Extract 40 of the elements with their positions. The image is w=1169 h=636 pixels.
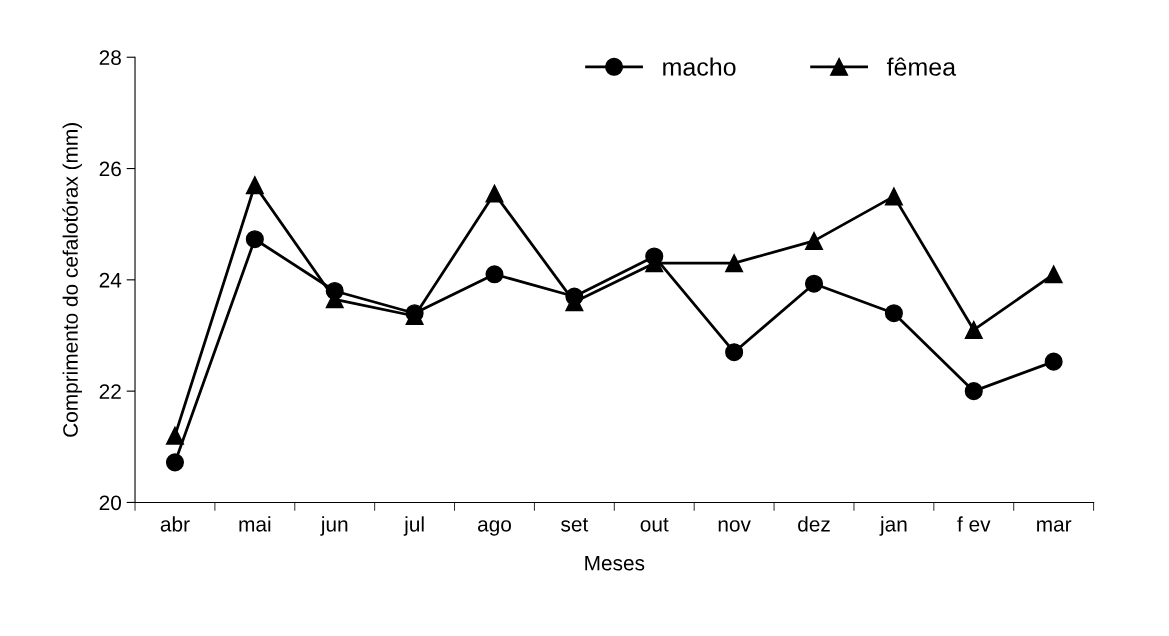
x-tick-label: jul bbox=[403, 516, 424, 536]
y-tick-label: 26 bbox=[99, 161, 121, 177]
point bbox=[565, 287, 584, 306]
point bbox=[165, 453, 184, 472]
legend-label: macho bbox=[663, 57, 736, 76]
point bbox=[645, 247, 664, 266]
y-axis-title: Comprimento do cefalotórax (mm) bbox=[62, 123, 82, 437]
y-tick-label: 28 bbox=[99, 50, 121, 65]
y-tick-label: 22 bbox=[99, 384, 121, 399]
x-tick-label: out bbox=[640, 517, 669, 532]
point bbox=[804, 231, 824, 250]
x-tick-label: dez bbox=[798, 516, 830, 532]
point bbox=[884, 187, 903, 206]
point bbox=[725, 343, 744, 362]
x-tick-label: nov bbox=[718, 520, 751, 532]
point bbox=[1044, 265, 1063, 284]
point bbox=[804, 274, 824, 293]
point bbox=[325, 281, 344, 300]
legend-label: fêmea bbox=[886, 57, 957, 76]
point bbox=[725, 254, 744, 273]
x-tick-label: mar bbox=[1037, 520, 1072, 532]
y-tick-label: 20 bbox=[99, 495, 122, 511]
x-axis-title: Meses bbox=[585, 555, 645, 571]
x-tick-label: mai bbox=[239, 516, 271, 532]
x-tick-label: set bbox=[561, 517, 589, 532]
point bbox=[1044, 352, 1063, 371]
point bbox=[165, 426, 184, 445]
x-tick-label: jan bbox=[879, 516, 907, 536]
x-tick-label: abr bbox=[160, 516, 190, 532]
point bbox=[245, 230, 264, 249]
y-tick-label: 24 bbox=[99, 272, 122, 288]
point bbox=[884, 304, 903, 323]
point bbox=[964, 382, 983, 401]
x-tick-label: jun bbox=[320, 516, 348, 536]
x-tick-label: f ev bbox=[957, 516, 991, 532]
point bbox=[485, 184, 504, 203]
point bbox=[245, 176, 264, 195]
x-tick-label: ago bbox=[477, 520, 511, 536]
point bbox=[485, 265, 504, 284]
point bbox=[964, 320, 983, 339]
